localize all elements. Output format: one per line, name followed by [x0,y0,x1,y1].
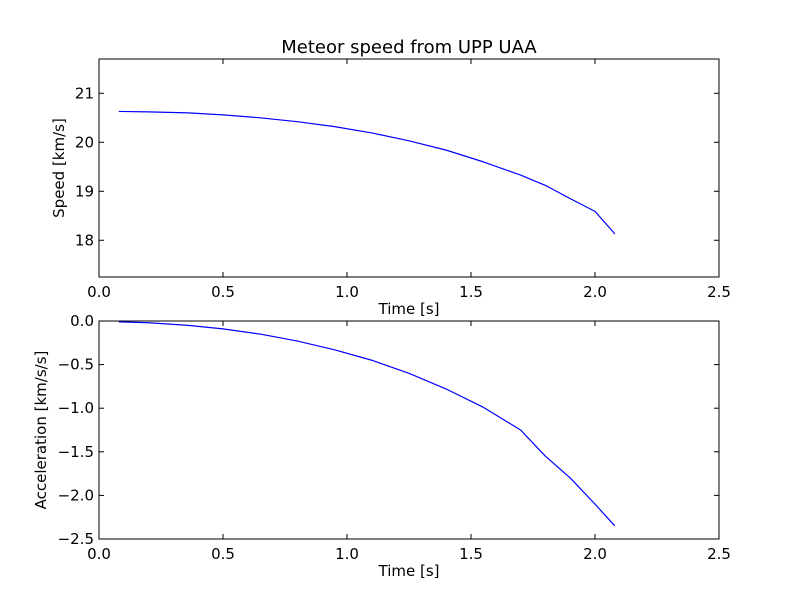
accel-y-tick-label: −1.0 [58,399,94,417]
speed-x-tick-label: 1.5 [459,283,483,301]
accel-x-tick-label: 2.5 [707,545,731,563]
speed-y-tick-label: 20 [75,133,94,151]
accel-y-tick-label: −1.5 [58,443,94,461]
speed-y-tick-label: 18 [75,231,94,249]
speed-x-tick-label: 2.0 [583,283,607,301]
plots-group: 0.0 0.5 1.0 1.5 2.0 2.5 18 19 20 21 Time [s] Speed … [32,58,731,580]
accel-x-tick-label: 2.0 [583,545,607,563]
accel-y-tick-label: 0.0 [70,312,94,330]
accel-y-tick-label: −2.0 [58,486,94,504]
accel-series-line [118,321,616,527]
accel-y-tick-label: −0.5 [58,356,94,374]
speed-axes-frame [98,58,720,278]
speed-x-tick-label: 0.0 [87,283,111,301]
speed-y-tick-label: 19 [75,182,94,200]
speed-axes: 0.0 0.5 1.0 1.5 2.0 2.5 18 19 20 21 Time [s] Speed … [50,58,731,318]
accel-axes: 0.0 0.5 1.0 1.5 2.0 2.5 0.0 −0.5 −1.0 −1.5 −2.0 −2.… [32,312,731,580]
accel-x-tick-label: 0.5 [211,545,235,563]
accel-x-tick-label: 1.0 [335,545,359,563]
accel-y-tick-label: −2.5 [58,530,94,548]
speed-y-axis-label: Speed [km/s] [50,118,68,218]
speed-x-tick-label: 1.0 [335,283,359,301]
chart-title: Meteor speed from UPP UAA [281,37,537,58]
speed-x-tick-label: 2.5 [707,283,731,301]
accel-x-tick-label: 0.0 [87,545,111,563]
accel-x-tick-label: 1.5 [459,545,483,563]
speed-y-tick-label: 21 [75,84,94,102]
accel-x-axis-label: Time [s] [378,562,440,580]
speed-series-line [118,110,616,235]
accel-y-axis-label: Acceleration [km/s/s] [32,351,50,510]
speed-x-axis-label: Time [s] [378,300,440,318]
accel-axes-frame [98,320,720,540]
speed-x-tick-label: 0.5 [211,283,235,301]
